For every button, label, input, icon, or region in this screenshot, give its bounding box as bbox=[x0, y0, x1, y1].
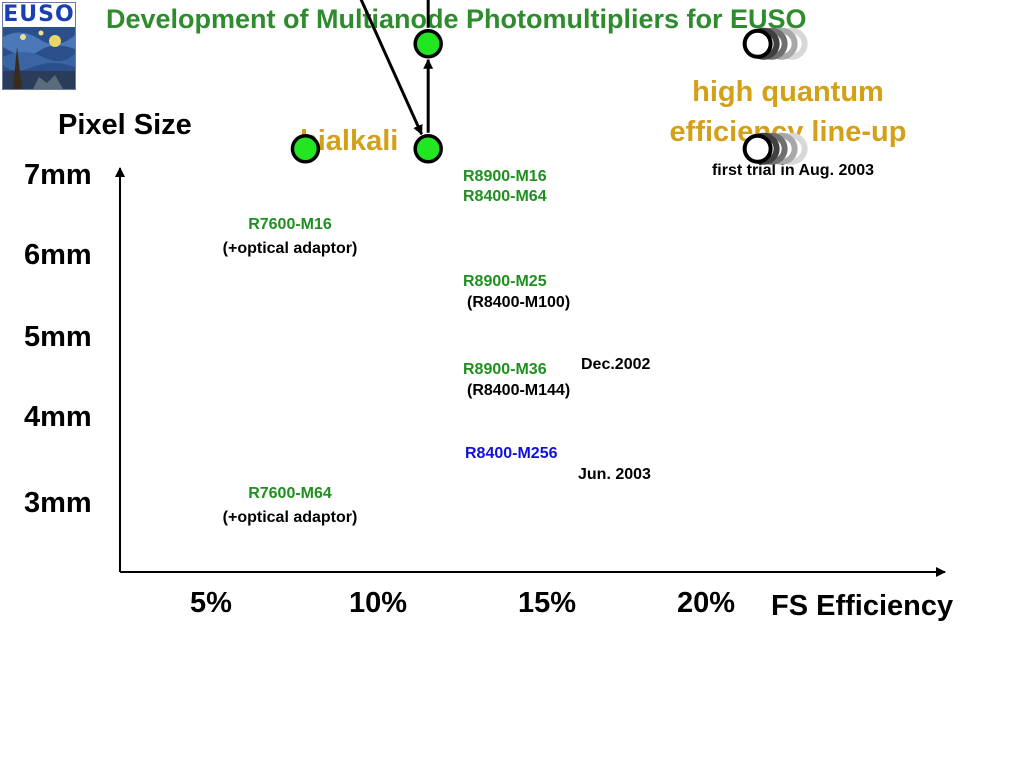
point-label-r7600-m64: R7600-M64 bbox=[248, 485, 332, 502]
hqe-point-stack bbox=[742, 132, 808, 165]
y-tick-label: 7mm bbox=[24, 159, 92, 191]
data-point-r8900-m25 bbox=[413, 29, 443, 59]
point-label-r8400-m256: R8400-M256 bbox=[465, 445, 558, 462]
point-sublabel-r8400-m64: R8400-M64 bbox=[463, 188, 547, 205]
data-points bbox=[290, 27, 808, 165]
point-note-jun-2003: Jun. 2003 bbox=[578, 466, 651, 483]
hqe-data-point bbox=[742, 28, 773, 59]
starry-night-image bbox=[3, 27, 75, 89]
group-label-hqe-line1: high quantum bbox=[692, 76, 884, 108]
y-tick-label: 3mm bbox=[24, 487, 92, 519]
point-label-r8900-m25: R8900-M25 bbox=[463, 273, 547, 290]
x-tick-label: 5% bbox=[190, 587, 232, 619]
y-tick-label: 6mm bbox=[24, 239, 92, 271]
data-point-r7600-m16 bbox=[290, 134, 321, 164]
x-axis-title: FS Efficiency bbox=[771, 590, 953, 622]
point-sublabel-r7600-m16: (+optical adaptor) bbox=[223, 240, 358, 257]
point-sublabel-r8400-m144: (R8400-M144) bbox=[467, 382, 570, 399]
point-sublabel-r7600-m64: (+optical adaptor) bbox=[223, 509, 358, 526]
euso-logo-text: EUSO bbox=[3, 2, 75, 27]
point-label-r8900-m36: R8900-M36 bbox=[463, 361, 547, 378]
x-tick-label: 15% bbox=[518, 587, 576, 619]
point-sublabel-r8400-m100: (R8400-M100) bbox=[467, 294, 570, 311]
y-tick-label: 5mm bbox=[24, 321, 92, 353]
hqe-data-point bbox=[742, 133, 773, 164]
point-label-r7600-m16: R7600-M16 bbox=[248, 216, 332, 233]
data-point-r8900-m16 bbox=[413, 134, 443, 164]
arrow-m64-to-m16 bbox=[359, 0, 423, 136]
hqe-note: first trial in Aug. 2003 bbox=[712, 162, 874, 179]
point-label-r8900-m16: R8900-M16 bbox=[463, 168, 547, 185]
y-tick-label: 4mm bbox=[24, 401, 92, 433]
point-note-dec-2002: Dec.2002 bbox=[581, 356, 650, 373]
euso-logo: EUSO bbox=[2, 2, 76, 90]
y-axis-title: Pixel Size bbox=[58, 109, 192, 141]
x-tick-label: 10% bbox=[349, 587, 407, 619]
page-title: Development of Multianode Photomultiplie… bbox=[106, 4, 807, 34]
x-tick-label: 20% bbox=[677, 587, 735, 619]
hqe-point-stack bbox=[742, 27, 808, 60]
development-arrows bbox=[359, 0, 434, 136]
